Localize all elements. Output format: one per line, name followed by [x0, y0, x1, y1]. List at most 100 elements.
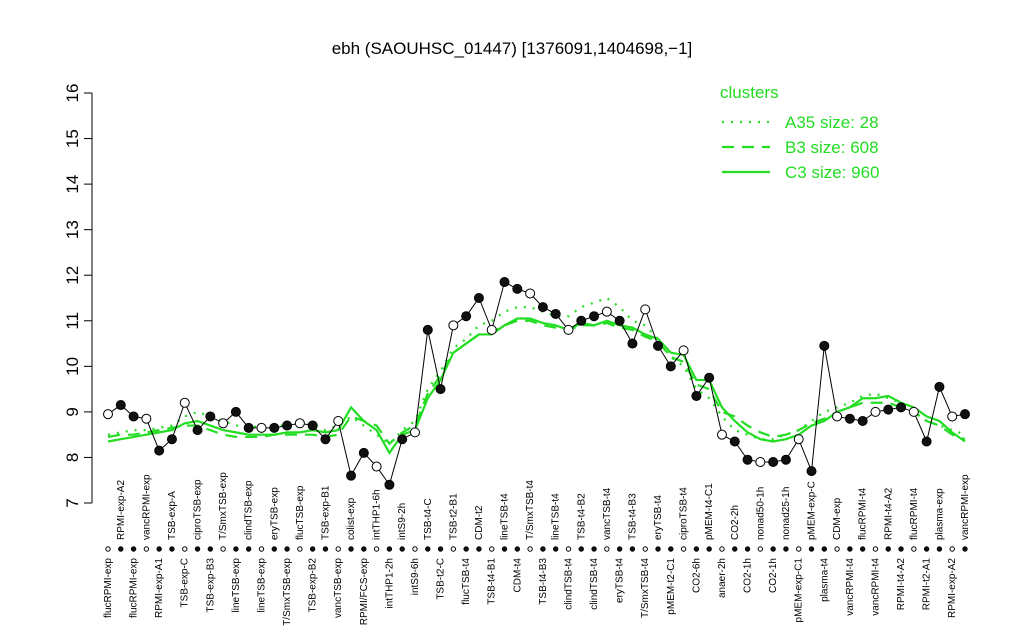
x-tick-label: TSB-t4-C [423, 498, 434, 540]
data-point [307, 420, 318, 431]
data-point [665, 361, 676, 372]
rug-point [616, 546, 623, 552]
rug-point [194, 546, 201, 552]
data-point [166, 434, 177, 445]
rug-point [540, 546, 546, 552]
data-point [473, 293, 484, 303]
x-tick-label: TSB-t2-C [436, 558, 447, 600]
data-point [601, 306, 612, 317]
rug-point [962, 546, 968, 552]
data-point [819, 340, 830, 351]
rug-point [604, 546, 610, 552]
y-tick-label: 9 [63, 407, 82, 416]
x-tick-label: anaer-2h [717, 558, 728, 598]
data-point [218, 418, 229, 429]
y-tick-label: 8 [63, 453, 82, 462]
rug-point [246, 546, 252, 552]
rug-point [118, 546, 124, 552]
rug-point [834, 546, 840, 552]
y-tick-label: 14 [63, 175, 82, 194]
x-tick-label: pMEM-exp-C1 [794, 558, 805, 623]
y-tick-label: 16 [63, 84, 82, 103]
data-point [793, 434, 804, 445]
data-point [537, 302, 548, 313]
y-tick-label: 11 [63, 312, 82, 330]
x-tick-label: flucRPMI-exp [129, 558, 140, 618]
data-point [269, 422, 280, 433]
rug-point [450, 546, 457, 552]
data-point [384, 479, 395, 490]
x-tick-label: RPMI-exp-A1 [154, 558, 165, 618]
rug-point [348, 546, 354, 552]
rug-point [821, 546, 827, 552]
rug-point [322, 546, 329, 552]
x-tick-label: flucTSB-exp [295, 485, 306, 540]
rug-point [949, 546, 955, 552]
x-tick-label: plasma-t4 [819, 558, 830, 602]
data-point [960, 409, 970, 420]
rug-point [182, 546, 188, 552]
rug-point [847, 546, 853, 552]
x-tick-label: CDM-t2 [474, 505, 485, 540]
x-tick-label: lineTSB-t4 [500, 493, 511, 540]
rug-point [501, 546, 508, 552]
x-tick-label: intTHP1-6h [372, 489, 383, 540]
data-point [333, 416, 344, 426]
data-point [358, 447, 369, 458]
rug-point [629, 546, 636, 552]
x-tick-label: lineTSB-exp [256, 558, 267, 613]
rug-point [297, 546, 303, 552]
x-tick-label: CO2-2h [730, 505, 741, 540]
x-tick-label: vancRPMI-exp [141, 474, 152, 540]
x-tick-label: pMEM-t2-C1 [666, 558, 677, 615]
x-tick-label: T/SmxTSB-t4 [640, 558, 651, 618]
x-tick-label: pMEM-exp-C [807, 481, 818, 540]
x-tick-label: CO2-1h [743, 558, 754, 593]
data-point [857, 416, 868, 426]
rug-point [719, 546, 725, 552]
x-tick-label: TSB-t4-B3 [538, 558, 549, 605]
data-point [640, 304, 651, 315]
data-point [243, 422, 254, 433]
rug-point [527, 546, 533, 552]
data-point [589, 311, 600, 322]
x-tick-label: ciproTSB-t4 [679, 487, 690, 540]
data-point [627, 338, 638, 349]
x-tick-label: RPMI-t2-A1 [922, 558, 933, 611]
rug-point [284, 546, 290, 552]
x-tick-label: CDM-exp [832, 497, 843, 540]
rug-point [130, 546, 137, 552]
data-point [422, 324, 433, 335]
rug-point [373, 546, 380, 552]
rug-point [655, 546, 661, 552]
x-tick-label: intS9-2h [397, 503, 408, 540]
data-point [832, 411, 843, 422]
rug-point [923, 546, 930, 552]
rug-point [911, 546, 917, 552]
x-tick-label: nonad50-1h [755, 487, 766, 540]
rug-point [757, 546, 764, 552]
data-point [256, 422, 267, 433]
cluster-line [107, 319, 966, 446]
data-point [614, 315, 625, 326]
data-point [870, 406, 881, 417]
x-tick-label: vancRPMI-t4 [870, 558, 881, 616]
data-point [141, 413, 152, 424]
rug-point [744, 546, 751, 552]
data-point [192, 425, 203, 436]
data-point [768, 457, 779, 467]
x-tick-label: RPMI-exp-A2 [947, 558, 958, 618]
data-point [716, 429, 727, 440]
data-point [282, 420, 293, 431]
profile-line [107, 281, 966, 486]
data-point [576, 315, 587, 326]
rug-point [361, 546, 367, 552]
data-point [780, 454, 791, 465]
rug-point [936, 546, 943, 552]
rug-point [258, 546, 265, 552]
rug-point [105, 546, 111, 552]
data-point [371, 461, 382, 472]
rug-point [386, 546, 393, 552]
rug-point [169, 546, 175, 552]
